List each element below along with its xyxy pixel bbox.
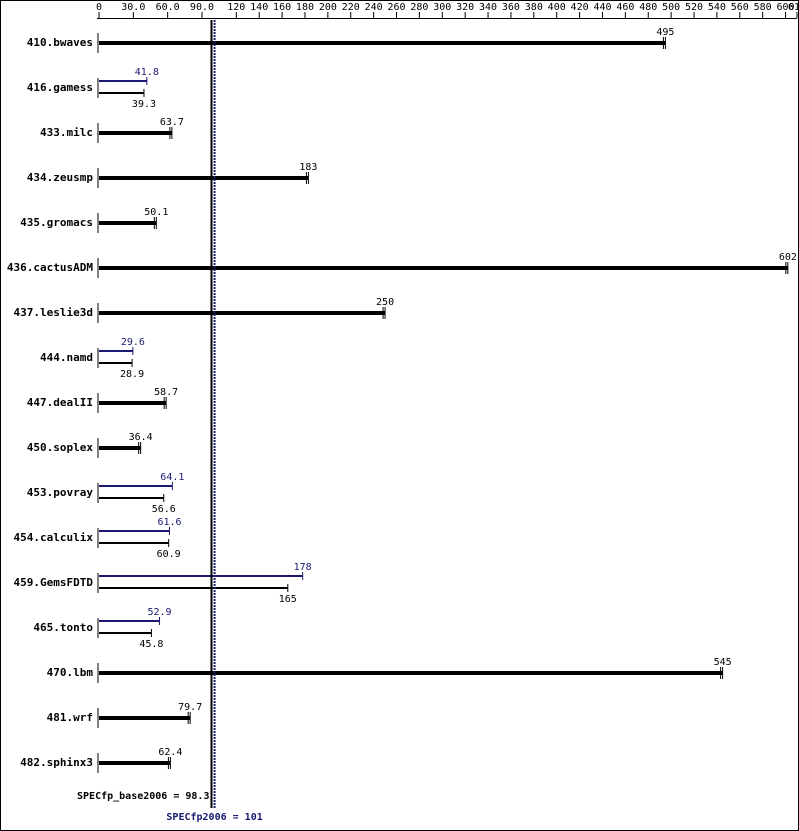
x-tick-label: 400 — [548, 2, 566, 13]
bar — [99, 176, 309, 180]
bar — [99, 446, 141, 450]
value-label: 165 — [279, 594, 297, 605]
x-tick-label: 90.0 — [190, 2, 214, 13]
x-tick-label: 380 — [525, 2, 543, 13]
value-label: 50.1 — [144, 207, 168, 218]
value-label: 36.4 — [129, 432, 153, 443]
value-label: 45.8 — [139, 639, 163, 650]
x-tick-label: 260 — [387, 2, 405, 13]
value-label: 602 — [779, 252, 797, 263]
bar — [99, 542, 169, 544]
value-label: 64.1 — [160, 472, 184, 483]
value-label: 29.6 — [121, 337, 145, 348]
category-label: 454.calculix — [14, 531, 94, 544]
bar — [99, 266, 788, 270]
x-tick-label: 520 — [685, 2, 703, 13]
category-label: 459.GemsFDTD — [14, 576, 94, 589]
category-label: 410.bwaves — [27, 36, 93, 49]
category-label: 465.tonto — [33, 621, 93, 634]
x-tick-label: 580 — [754, 2, 772, 13]
value-label: 52.9 — [147, 607, 171, 618]
x-tick-label: 30.0 — [121, 2, 145, 13]
category-label: 437.leslie3d — [14, 306, 93, 319]
bar — [99, 620, 160, 622]
bar — [99, 221, 157, 225]
value-label: 250 — [376, 297, 394, 308]
bar — [99, 530, 170, 532]
bar — [99, 41, 666, 45]
value-label: 495 — [656, 27, 674, 38]
category-label: 470.lbm — [47, 666, 94, 679]
x-tick-label: 60.0 — [156, 2, 180, 13]
x-tick-label: 340 — [479, 2, 497, 13]
bar — [99, 80, 147, 82]
x-tick-label: 610 — [788, 2, 799, 13]
x-tick-label: 180 — [296, 2, 314, 13]
category-label: 435.gromacs — [20, 216, 93, 229]
value-label: 28.9 — [120, 369, 144, 380]
x-tick-label: 160 — [273, 2, 291, 13]
value-label: 39.3 — [132, 99, 156, 110]
value-label: 61.6 — [157, 517, 181, 528]
x-tick-label: 280 — [410, 2, 428, 13]
bar — [99, 131, 172, 135]
value-label: 58.7 — [154, 387, 178, 398]
value-label: 41.8 — [135, 67, 159, 78]
x-tick-label: 0 — [96, 2, 102, 13]
x-tick-label: 540 — [708, 2, 726, 13]
bar — [99, 350, 133, 352]
category-label: 453.povray — [27, 486, 94, 499]
x-tick-label: 300 — [433, 2, 451, 13]
value-label: 63.7 — [160, 117, 184, 128]
bar — [99, 362, 133, 364]
bar — [99, 761, 171, 765]
category-label: 450.soplex — [27, 441, 94, 454]
x-tick-label: 500 — [662, 2, 680, 13]
value-label: 183 — [299, 162, 317, 173]
category-label: 482.sphinx3 — [20, 756, 93, 769]
bar — [99, 632, 152, 634]
x-tick-label: 200 — [319, 2, 337, 13]
reference-label: SPECfp2006 = 101 — [166, 812, 262, 823]
x-tick-label: 120 — [227, 2, 245, 13]
category-label: 416.gamess — [27, 81, 93, 94]
bar — [99, 497, 164, 499]
bar — [99, 671, 723, 675]
bar — [99, 311, 386, 315]
x-tick-label: 440 — [593, 2, 611, 13]
x-tick-label: 480 — [639, 2, 657, 13]
value-label: 178 — [294, 562, 312, 573]
value-label: 79.7 — [178, 702, 202, 713]
value-label: 56.6 — [152, 504, 176, 515]
bar — [99, 92, 144, 94]
x-tick-label: 460 — [616, 2, 634, 13]
category-label: 436.cactusADM — [7, 261, 93, 274]
reference-label: SPECfp_base2006 = 98.3 — [77, 791, 209, 802]
category-label: 434.zeusmp — [27, 171, 94, 184]
x-tick-label: 600 — [777, 2, 795, 13]
x-tick-label: 560 — [731, 2, 749, 13]
bar — [99, 587, 288, 589]
x-tick-label: 220 — [342, 2, 360, 13]
category-label: 433.milc — [40, 126, 93, 139]
x-tick-label: 140 — [250, 2, 268, 13]
x-tick-label: 420 — [571, 2, 589, 13]
bar — [99, 485, 173, 487]
value-label: 62.4 — [158, 747, 182, 758]
category-label: 444.namd — [40, 351, 93, 364]
x-tick-label: 320 — [456, 2, 474, 13]
x-tick-label: 240 — [365, 2, 383, 13]
bar — [99, 401, 167, 405]
x-tick-label: 360 — [502, 2, 520, 13]
bar — [99, 716, 191, 720]
value-label: 545 — [714, 657, 732, 668]
bar — [99, 575, 303, 577]
category-label: 447.dealII — [27, 396, 93, 409]
value-label: 60.9 — [157, 549, 181, 560]
category-label: 481.wrf — [47, 711, 93, 724]
